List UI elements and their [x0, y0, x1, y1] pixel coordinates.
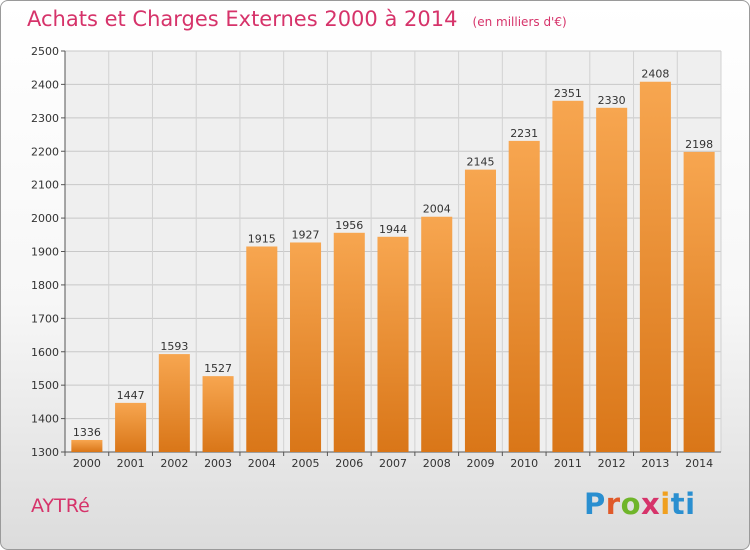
- x-tick-label: 2000: [73, 457, 101, 470]
- x-tick-label: 2006: [335, 457, 363, 470]
- bar-2000: [71, 439, 103, 452]
- y-tick-label: 1600: [31, 346, 59, 359]
- x-tick-label: 2011: [554, 457, 582, 470]
- y-tick-label: 2200: [31, 145, 59, 158]
- bar-2009: [464, 169, 496, 453]
- data-label-2014: 2198: [685, 138, 713, 151]
- y-tick-label: 1800: [31, 279, 59, 292]
- data-label-2003: 1527: [204, 362, 232, 375]
- bar-2005: [290, 242, 322, 452]
- y-tick-label: 1900: [31, 246, 59, 259]
- bar-2002: [158, 354, 190, 452]
- data-label-2012: 2330: [598, 94, 626, 107]
- bars: [71, 81, 715, 453]
- x-tick-label: 2010: [510, 457, 538, 470]
- data-label-2011: 2351: [554, 87, 582, 100]
- y-tick-label: 1300: [31, 446, 59, 459]
- bar-2004: [246, 246, 278, 452]
- bar-2012: [596, 107, 628, 452]
- x-tick-label: 2002: [160, 457, 188, 470]
- y-tick-label: 2500: [31, 45, 59, 58]
- proxiti-logo: Proxiti: [584, 487, 696, 521]
- x-tick-label: 2008: [423, 457, 451, 470]
- data-label-2005: 1927: [292, 228, 320, 241]
- x-tick-label: 2014: [685, 457, 713, 470]
- x-tick-label: 2003: [204, 457, 232, 470]
- y-tick-label: 2100: [31, 179, 59, 192]
- chart-title: Achats et Charges Externes 2000 à 2014: [27, 7, 458, 31]
- data-label-2007: 1944: [379, 223, 407, 236]
- bar-2008: [421, 216, 453, 452]
- y-tick-label: 2400: [31, 78, 59, 91]
- data-label-2001: 1447: [117, 389, 145, 402]
- data-labels: 1336 1447 1593 1527 1915 1927 1956 1944 2004 2145…: [73, 68, 713, 439]
- y-tick-label: 1400: [31, 413, 59, 426]
- bar-2013: [639, 81, 671, 452]
- x-tick-label: 2009: [466, 457, 494, 470]
- bar-2006: [333, 232, 365, 452]
- x-tick-label: 2012: [598, 457, 626, 470]
- bar-2010: [508, 140, 540, 452]
- data-label-2010: 2231: [510, 127, 538, 140]
- y-tick-label: 1500: [31, 379, 59, 392]
- x-tick-label: 2004: [248, 457, 276, 470]
- bar-2001: [115, 402, 147, 452]
- y-tick-label: 2000: [31, 212, 59, 225]
- bar-2003: [202, 376, 234, 452]
- x-tick-label: 2005: [292, 457, 320, 470]
- y-tick-label: 1700: [31, 312, 59, 325]
- data-label-2004: 1915: [248, 232, 276, 245]
- city-name: AYTRé: [31, 495, 90, 517]
- title-row: Achats et Charges Externes 2000 à 2014 (…: [27, 7, 567, 31]
- data-label-2000: 1336: [73, 426, 101, 439]
- y-tick-label: 2300: [31, 112, 59, 125]
- data-label-2002: 1593: [160, 340, 188, 353]
- x-tick-label: 2013: [641, 457, 669, 470]
- bar-2011: [552, 100, 584, 452]
- bar-2007: [377, 236, 409, 452]
- bar-2014: [683, 151, 715, 452]
- data-label-2006: 1956: [335, 219, 363, 232]
- data-label-2013: 2408: [641, 68, 669, 81]
- data-label-2008: 2004: [423, 203, 451, 216]
- chart-subtitle: (en milliers d'€): [472, 15, 567, 29]
- x-tick-label: 2007: [379, 457, 407, 470]
- data-label-2009: 2145: [466, 156, 494, 169]
- tick-labels: 1300 1400 1500 1600 1700 1800 1900 2000 2100 2200…: [31, 45, 713, 470]
- x-tick-label: 2001: [117, 457, 145, 470]
